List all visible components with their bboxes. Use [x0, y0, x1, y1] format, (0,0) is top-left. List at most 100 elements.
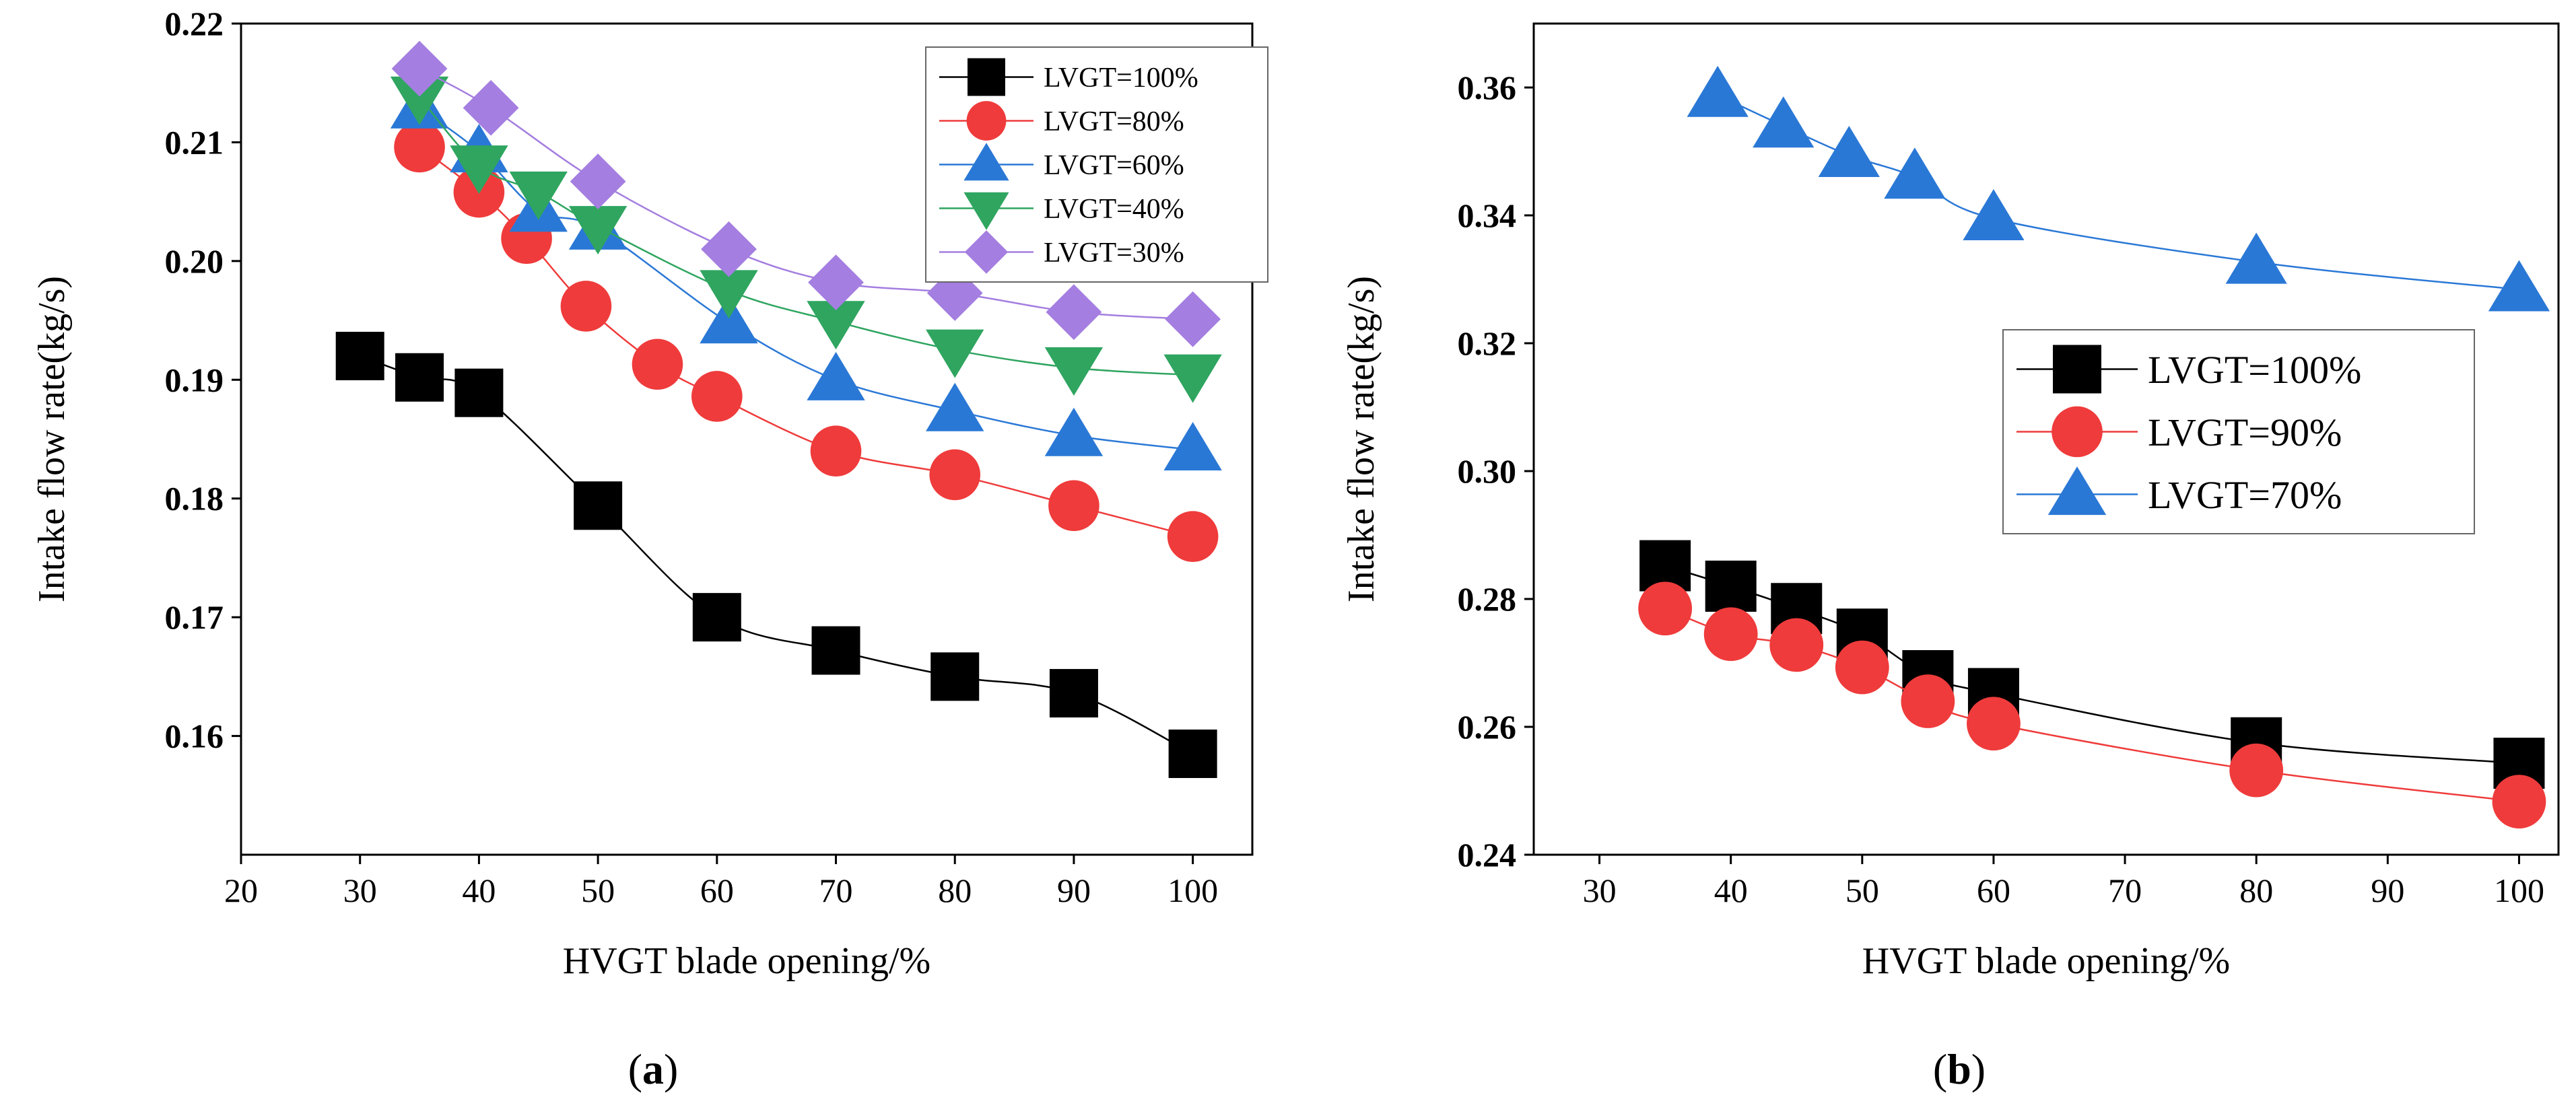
x-tick-label: 50 — [1845, 872, 1879, 909]
legend-marker-2 — [963, 143, 1009, 181]
y-tick-label: 0.26 — [1458, 708, 1517, 746]
x-tick-label: 60 — [1977, 872, 2010, 909]
x-tick-label: 100 — [1167, 872, 1218, 909]
x-tick-label: 80 — [2239, 872, 2273, 909]
data-point-1 — [1638, 581, 1693, 636]
y-tick-label: 0.30 — [1458, 452, 1517, 490]
x-tick-label: 30 — [1583, 872, 1617, 909]
series-line-2 — [1717, 94, 2519, 291]
legend-marker-1 — [2052, 406, 2103, 458]
data-point-2 — [1818, 126, 1880, 177]
data-point-1 — [1703, 607, 1758, 662]
legend-marker-1 — [966, 101, 1007, 141]
caption-open: ( — [1933, 1045, 1947, 1093]
chart-caption: (a) — [628, 1045, 679, 1093]
plot-frame — [240, 22, 1254, 856]
data-point-0 — [692, 593, 741, 642]
data-point-1 — [1901, 674, 1955, 728]
x-tick-label: 30 — [343, 872, 377, 909]
x-tick-label: 70 — [819, 872, 853, 909]
legend-label-3: LVGT=40% — [1044, 194, 1184, 225]
y-tick-label: 0.36 — [1458, 69, 1517, 106]
data-point-1 — [1167, 511, 1219, 562]
data-point-1 — [1835, 640, 1889, 695]
y-tick-label: 0.20 — [165, 242, 224, 280]
legend-marker-3 — [963, 192, 1009, 230]
chart-a: 20 30 40 50 60 70 80 90 100 0.16 0.17 0.18 0.19 0.20 0… — [31, 5, 1268, 1093]
plot-frame — [1532, 22, 2560, 856]
x-tick-label: 90 — [1057, 872, 1091, 909]
data-point-1 — [394, 121, 445, 173]
data-point-2 — [1044, 407, 1104, 456]
data-point-1 — [2229, 743, 2284, 798]
data-point-2 — [1687, 65, 1749, 117]
data-point-2 — [700, 295, 758, 344]
x-tick-label: 60 — [700, 872, 734, 909]
series-line-3 — [419, 96, 1193, 376]
y-tick-label: 0.21 — [165, 123, 224, 161]
chart-caption: (b) — [1933, 1045, 1986, 1093]
y-tick-label: 0.18 — [165, 480, 224, 518]
chart-b: 30 40 50 60 70 80 90 100 0.24 0.26 0.28 0.30 0.32 0.3… — [1341, 22, 2560, 1093]
data-point-4 — [1046, 284, 1102, 341]
caption-open: ( — [628, 1045, 642, 1093]
legend-marker-4 — [964, 230, 1009, 274]
y-tick-label: 0.19 — [165, 361, 224, 398]
data-point-0 — [930, 652, 980, 701]
data-point-3 — [700, 270, 758, 319]
y-tick-label: 0.24 — [1458, 836, 1517, 874]
legend-label-0: LVGT=100% — [2148, 348, 2361, 392]
data-point-2 — [1753, 96, 1815, 148]
caption-letter: a — [642, 1045, 664, 1093]
data-point-4 — [808, 254, 864, 311]
data-point-0 — [1168, 730, 1217, 779]
data-point-1 — [2492, 775, 2546, 829]
data-point-4 — [926, 265, 983, 321]
y-tick-label: 0.32 — [1458, 324, 1517, 362]
x-tick-label: 40 — [1714, 872, 1748, 909]
data-point-0 — [395, 353, 444, 402]
data-point-4 — [391, 40, 448, 97]
data-point-1 — [810, 425, 862, 476]
data-point-2 — [807, 351, 865, 400]
data-point-0 — [1049, 669, 1098, 718]
data-point-0 — [574, 481, 623, 530]
legend-label-2: LVGT=70% — [2148, 473, 2342, 517]
data-point-1 — [691, 371, 743, 422]
data-point-3 — [509, 171, 568, 220]
data-point-2 — [1963, 189, 2025, 241]
legend-marker-0 — [2053, 345, 2101, 394]
legend-label-0: LVGT=100% — [1044, 63, 1198, 94]
data-point-2 — [2225, 232, 2287, 284]
x-tick-label: 40 — [462, 872, 496, 909]
data-point-0 — [454, 368, 504, 417]
data-point-3 — [1044, 347, 1104, 396]
data-point-3 — [1163, 354, 1222, 403]
data-point-1 — [1967, 697, 2021, 751]
data-point-2 — [1884, 147, 1946, 199]
x-tick-label: 80 — [938, 872, 972, 909]
y-axis-title: Intake flow rate(kg/s) — [1341, 276, 1382, 602]
data-point-2 — [2488, 260, 2550, 312]
caption-close: ) — [1971, 1045, 1986, 1093]
data-point-3 — [926, 329, 984, 378]
data-point-3 — [568, 206, 628, 255]
data-point-3 — [450, 145, 508, 194]
legend-label-4: LVGT=30% — [1044, 238, 1184, 269]
data-point-1 — [929, 449, 981, 501]
x-tick-label: 70 — [2108, 872, 2142, 909]
y-tick-label: 0.22 — [165, 5, 224, 42]
data-point-3 — [390, 76, 449, 125]
y-tick-label: 0.34 — [1458, 197, 1517, 234]
x-tick-label: 100 — [2494, 872, 2544, 909]
legend-marker-2 — [2047, 466, 2107, 516]
data-point-0 — [1705, 561, 1757, 612]
data-point-3 — [807, 301, 865, 350]
data-point-4 — [463, 79, 519, 136]
caption-letter: b — [1947, 1045, 1971, 1093]
caption-close: ) — [664, 1045, 678, 1093]
data-point-2 — [926, 382, 984, 431]
legend-label-2: LVGT=60% — [1044, 150, 1184, 181]
y-tick-label: 0.17 — [165, 598, 224, 636]
